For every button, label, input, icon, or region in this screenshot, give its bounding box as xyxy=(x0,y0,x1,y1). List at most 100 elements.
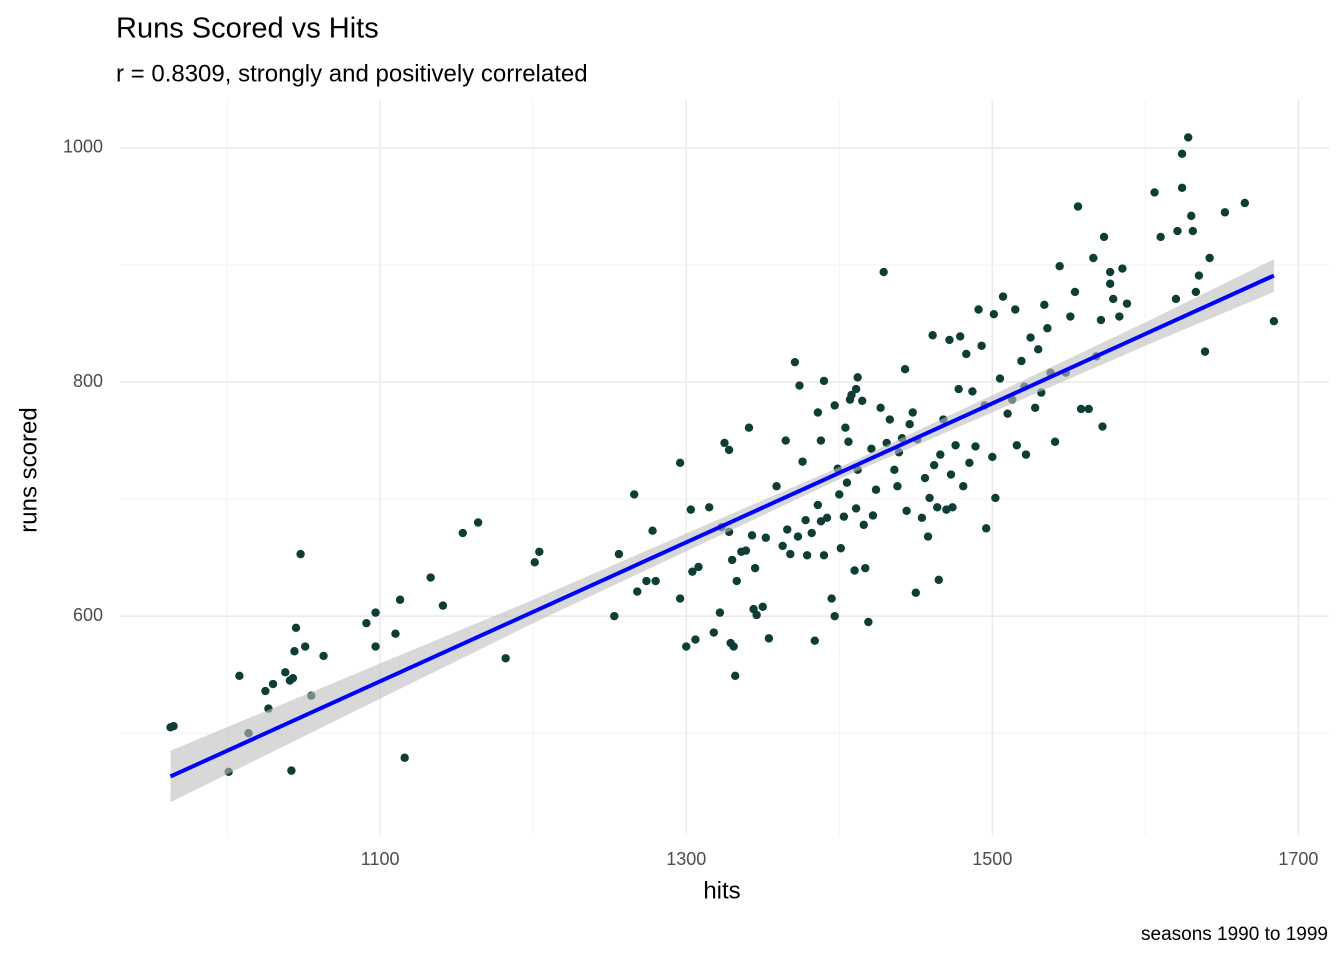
point xyxy=(842,478,852,487)
point xyxy=(851,384,861,394)
point xyxy=(819,551,829,560)
point xyxy=(630,490,639,499)
point xyxy=(704,503,714,512)
point xyxy=(822,513,832,523)
point xyxy=(268,679,278,689)
point xyxy=(1030,403,1040,413)
point xyxy=(977,341,986,350)
point xyxy=(724,445,734,455)
point xyxy=(614,549,624,559)
point xyxy=(633,587,642,596)
point xyxy=(300,642,310,651)
point xyxy=(688,567,697,576)
point xyxy=(741,546,751,555)
point xyxy=(1096,315,1106,325)
point xyxy=(876,403,885,413)
point xyxy=(400,753,409,762)
point xyxy=(850,566,859,575)
point xyxy=(905,419,914,429)
point xyxy=(261,686,270,696)
point xyxy=(1089,253,1098,263)
point xyxy=(827,594,836,603)
point xyxy=(778,541,787,551)
point xyxy=(885,415,894,424)
point xyxy=(1070,287,1080,297)
point xyxy=(610,611,619,621)
y-tick-label: 600 xyxy=(73,605,103,625)
point xyxy=(781,436,790,445)
x-tick-label: 1500 xyxy=(972,849,1012,869)
y-axis-title: runs scored xyxy=(15,407,42,532)
point xyxy=(981,524,991,533)
point xyxy=(929,460,939,470)
x-tick-label: 1700 xyxy=(1278,849,1318,869)
point xyxy=(296,549,305,559)
chart-subtitle: r = 0.8309, strongly and positively corr… xyxy=(116,60,588,87)
point xyxy=(1173,226,1182,236)
point xyxy=(1240,198,1250,208)
point xyxy=(1200,347,1210,356)
point xyxy=(847,390,856,400)
point xyxy=(752,610,761,620)
point xyxy=(747,531,757,540)
point xyxy=(864,617,873,627)
point xyxy=(879,267,888,277)
point xyxy=(281,668,290,677)
point xyxy=(793,532,803,541)
point xyxy=(795,381,804,390)
point xyxy=(291,623,301,633)
point xyxy=(813,408,823,417)
point xyxy=(835,490,844,499)
point xyxy=(744,423,754,432)
point xyxy=(1012,441,1022,450)
point xyxy=(648,526,657,535)
point xyxy=(675,458,685,468)
point xyxy=(642,576,651,586)
point xyxy=(371,608,380,617)
point xyxy=(813,500,823,510)
point xyxy=(955,332,965,341)
point xyxy=(830,611,839,621)
trend-line xyxy=(169,273,1275,779)
x-tick-label: 1100 xyxy=(361,849,400,869)
point xyxy=(1177,149,1187,159)
point xyxy=(859,520,868,530)
point xyxy=(1055,261,1064,271)
point xyxy=(732,576,741,586)
point xyxy=(1171,294,1181,304)
point xyxy=(682,642,691,651)
point xyxy=(1073,202,1083,211)
point xyxy=(867,444,876,453)
point xyxy=(288,673,298,683)
point xyxy=(902,506,911,516)
point xyxy=(802,551,812,560)
point xyxy=(530,558,539,567)
point xyxy=(807,528,816,538)
point xyxy=(727,555,737,565)
point xyxy=(458,528,468,538)
point xyxy=(951,441,960,450)
point xyxy=(925,493,934,503)
point xyxy=(841,423,850,432)
point xyxy=(438,601,448,610)
point xyxy=(1076,404,1086,414)
point xyxy=(917,513,927,523)
point xyxy=(989,309,999,319)
point xyxy=(395,595,405,604)
point xyxy=(1040,300,1049,310)
point xyxy=(287,766,296,775)
point xyxy=(948,503,957,512)
point xyxy=(290,647,299,656)
point xyxy=(651,576,660,586)
point xyxy=(1269,317,1279,326)
point xyxy=(908,408,917,417)
point xyxy=(893,482,902,491)
point xyxy=(1003,409,1012,418)
point xyxy=(371,642,380,651)
point xyxy=(1098,422,1107,431)
point xyxy=(169,721,178,731)
point xyxy=(1105,279,1115,288)
point xyxy=(936,450,945,459)
